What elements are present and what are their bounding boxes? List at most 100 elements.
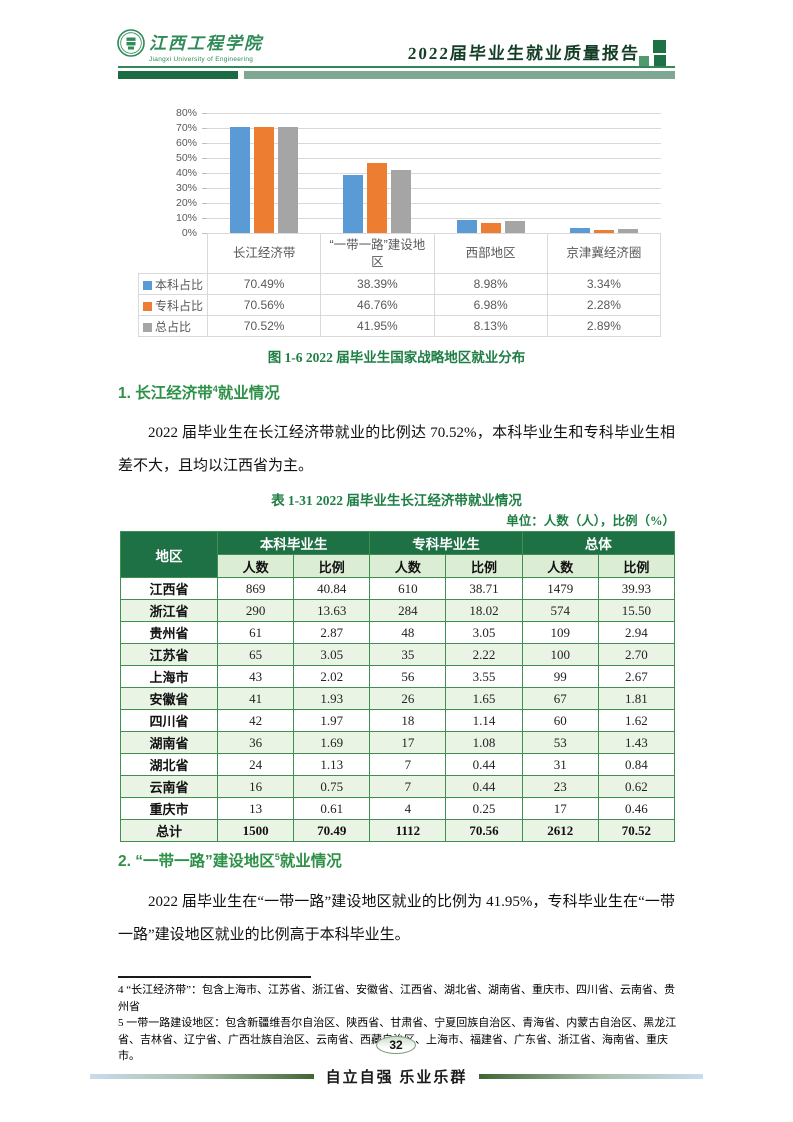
university-seal-icon [117,29,145,57]
bar-本科占比 [343,175,364,233]
section2-footnote-ref: 5 [274,851,280,862]
value-cell: 7 [369,753,447,776]
chart-value-cell: 70.52% [206,315,322,337]
table-row: 浙江省 290 13.63 284 18.02 574 15.50 [120,599,676,622]
gridline [202,158,661,159]
col-header-region: 地区 [120,531,218,578]
value-cell: 15.50 [597,599,676,622]
value-cell: 56 [369,665,447,688]
report-title: 2022届毕业生就业质量报告 [407,44,641,63]
bar-专科占比 [480,222,501,233]
page-number-badge: 32 [376,1036,416,1054]
region-cell: 上海市 [120,665,218,688]
region-cell: 四川省 [120,709,218,732]
bar-专科占比 [594,229,615,233]
chart-plot [202,113,661,234]
chart-value-cell: 41.95% [320,315,435,337]
table-row: 上海市 43 2.02 56 3.55 99 2.67 [120,665,676,688]
y-axis-label: 0% [181,227,197,239]
region-cell: 总计 [120,819,218,842]
value-cell: 1.43 [597,731,676,754]
chart-value-cell: 2.28% [546,294,662,316]
section1-heading-text: 1. 长江经济带 [118,385,213,402]
header-deco-squares-icon [638,39,668,69]
gridline [202,218,661,219]
value-cell: 574 [521,599,599,622]
table-unit-note: 单位：人数（人），比例（%） [506,514,675,528]
y-axis-label: 10% [175,212,197,224]
table-row: 贵州省 61 2.87 48 3.05 109 2.94 [120,621,676,644]
value-cell: 67 [521,687,599,710]
table-row: 四川省 42 1.97 18 1.14 60 1.62 [120,709,676,732]
y-axis-label: 50% [175,152,197,164]
section1-footnote-ref: 4 [212,383,218,394]
value-cell: 290 [216,599,295,622]
bar-本科占比 [229,127,250,233]
figure-caption: 图 1-6 2022 届毕业生国家战略地区就业分布 [267,350,526,365]
region-cell: 贵州省 [120,621,218,644]
chart-category-label: 京津冀经济圈 [546,233,662,274]
bar-专科占比 [253,127,274,233]
chart-value-cell: 8.13% [433,315,548,337]
section1-heading-tail: 就业情况 [217,385,280,402]
value-cell: 284 [369,599,447,622]
gridline [202,233,661,234]
gridline [202,113,661,114]
value-cell: 2.02 [293,665,371,688]
footer-motto-row: 自立自强 乐业乐群 [90,1066,704,1087]
value-cell: 18 [369,709,447,732]
region-cell: 江苏省 [120,643,218,666]
value-cell: 1.65 [445,687,523,710]
col-header-total: 总体 [521,531,676,555]
value-cell: 2612 [521,819,599,842]
subheader-ratio: 比例 [597,554,676,578]
employment-distribution-chart: 80% 70% 60% 50% 40% 30% 20% 10% 0% 长江经济带 “一带一路”建设… [138,107,662,337]
logo-name-en: Jiangxi University of Engineering [149,56,254,63]
section2-heading-tail: 就业情况 [279,853,342,870]
section1-heading: 1. 长江经济带4就业情况 [118,381,280,403]
value-cell: 610 [369,577,447,600]
chart-value-cell: 70.49% [206,273,322,295]
value-cell: 3.05 [293,643,371,666]
section2-heading: 2. “一带一路”建设地区5就业情况 [118,849,342,871]
col-header-college: 专科毕业生 [369,531,523,555]
legend-label: 专科占比 [138,294,208,316]
legend-label: 总占比 [138,315,208,337]
value-cell: 39.93 [597,577,676,600]
table-row: 湖北省 24 1.13 7 0.44 31 0.84 [120,753,676,776]
chart-table-corner [138,233,208,274]
value-cell: 1.08 [445,731,523,754]
value-cell: 2.22 [445,643,523,666]
value-cell: 70.56 [445,819,523,842]
chart-value-cell: 3.34% [546,273,662,295]
value-cell: 0.61 [293,797,371,820]
value-cell: 61 [216,621,295,644]
chart-legend-row: 本科占比 70.49% 38.39% 8.98% 3.34% [138,273,662,295]
gridline [202,143,661,144]
value-cell: 0.44 [445,753,523,776]
value-cell: 43 [216,665,295,688]
value-cell: 109 [521,621,599,644]
value-cell: 1.81 [597,687,676,710]
chart-value-cell: 70.56% [206,294,322,316]
bar-group [207,113,321,233]
value-cell: 36 [216,731,295,754]
section1-paragraph: 2022 届毕业生在长江经济带就业的比例达 70.52%，本科毕业生和专科毕业生… [118,425,675,474]
table-header-row: 地区 本科毕业生 专科毕业生 总体 [120,531,676,578]
value-cell: 1.97 [293,709,371,732]
bar-本科占比 [570,228,591,233]
bar-groups [207,113,661,233]
gridline [202,203,661,204]
value-cell: 100 [521,643,599,666]
value-cell: 0.62 [597,775,676,798]
value-cell: 3.55 [445,665,523,688]
value-cell: 1.62 [597,709,676,732]
y-axis-label: 80% [175,107,197,119]
bar-group [321,113,435,233]
region-cell: 湖南省 [120,731,218,754]
chart-legend-table: 长江经济带 “一带一路”建设地区 西部地区 京津冀经济圈 本科占比 70.49% 38.39… [138,233,662,337]
value-cell: 31 [521,753,599,776]
chart-value-cell: 2.89% [546,315,662,337]
section2-heading-text: 2. “一带一路”建设地区 [118,853,275,870]
bar-总占比 [277,127,298,233]
